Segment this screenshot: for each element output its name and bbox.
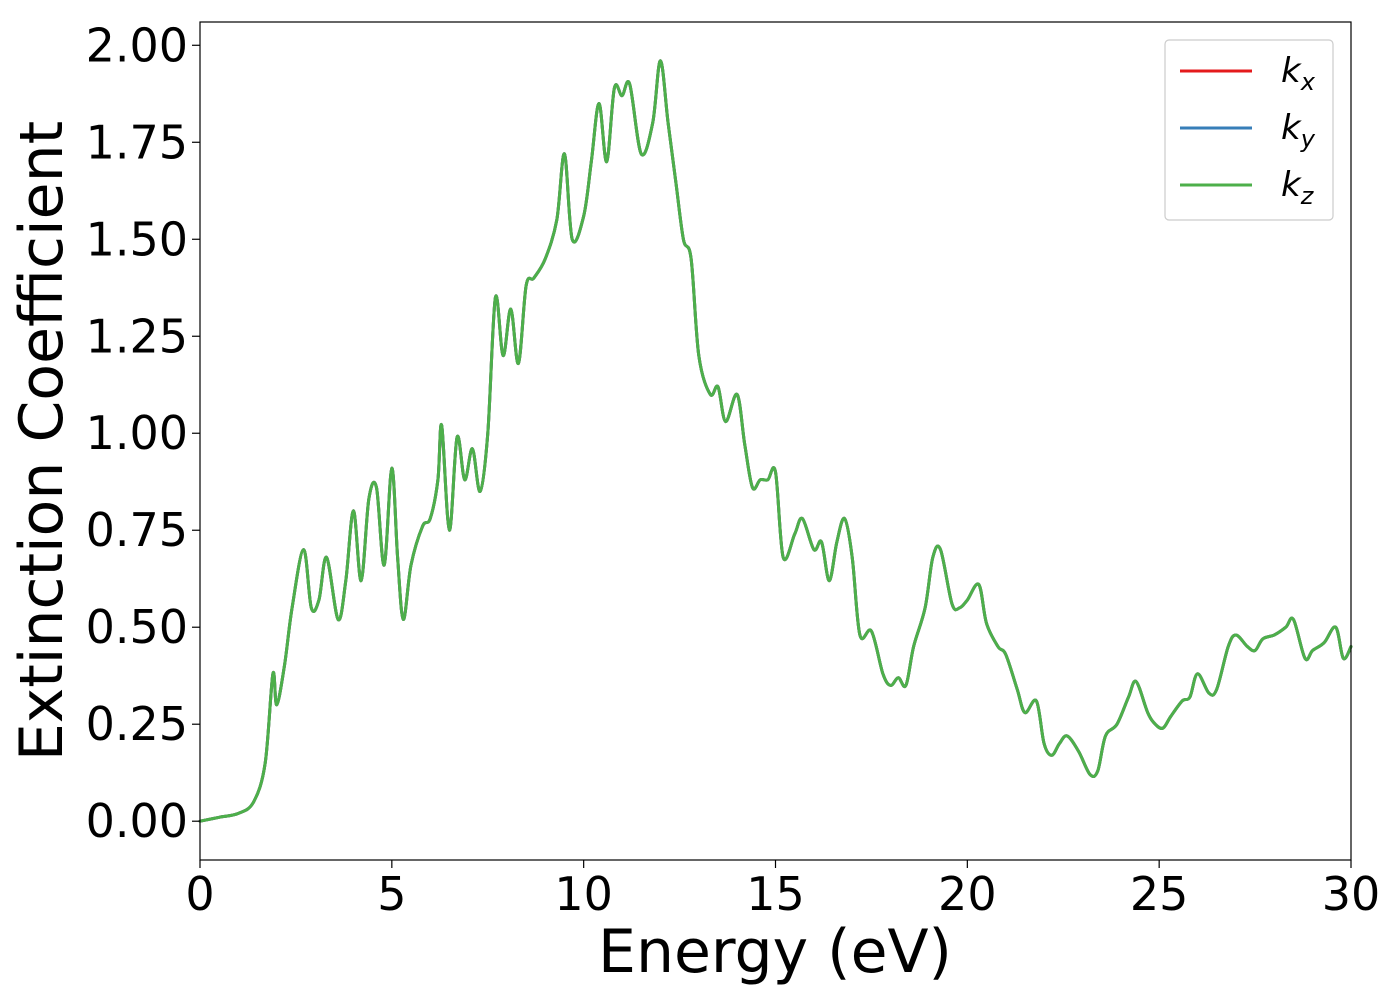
y-tick-label: 0.00: [86, 794, 188, 848]
y-tick-label: 1.50: [86, 212, 188, 266]
x-tick-label: 15: [746, 867, 805, 921]
x-tick-label: 25: [1130, 867, 1189, 921]
y-tick-label: 0.50: [86, 600, 188, 654]
x-axis-title: Energy (eV): [598, 917, 952, 987]
x-axis: 0 5 10 15 20 25 30: [185, 860, 1380, 921]
y-tick-label: 2.00: [86, 18, 188, 72]
x-tick-label: 30: [1322, 867, 1381, 921]
plot-background: [200, 22, 1351, 860]
x-tick-label: 0: [185, 867, 214, 921]
y-tick-label: 1.25: [86, 309, 188, 363]
y-axis-title: Extinction Coefficient: [7, 121, 77, 761]
x-tick-label: 20: [938, 867, 997, 921]
y-tick-label: 1.75: [86, 115, 188, 169]
y-tick-label: 0.25: [86, 697, 188, 751]
legend-frame: [1164, 39, 1334, 221]
y-axis: 0.00 0.25 0.50 0.75 1.00 1.25 1.50 1.75 2.00: [86, 18, 200, 848]
x-tick-label: 10: [554, 867, 613, 921]
series-line-kz: [198, 59, 1353, 823]
x-tick-label: 5: [377, 867, 406, 921]
y-tick-label: 1.00: [86, 406, 188, 460]
y-tick-label: 0.75: [86, 503, 188, 557]
legend-label-ky: ky: [1281, 108, 1316, 153]
series-layer: [198, 59, 1353, 823]
